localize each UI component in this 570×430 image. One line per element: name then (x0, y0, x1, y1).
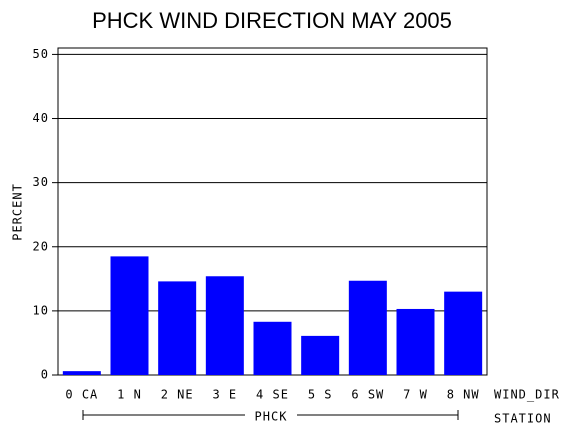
bar (158, 281, 197, 375)
bar (348, 280, 387, 375)
x-axis-label: WIND_DIR (494, 388, 560, 402)
bar (110, 256, 149, 375)
chart-title: PHCK WIND DIRECTION MAY 2005 (92, 8, 452, 33)
x-tick-label: 4 SE (256, 388, 289, 402)
x-tick-label: 1 N (117, 388, 142, 402)
x-tick-label: 6 SW (351, 388, 384, 402)
group-label: PHCK (255, 410, 288, 424)
bar (444, 291, 483, 375)
bar (205, 276, 244, 375)
group-axis-label: STATION (494, 412, 552, 426)
y-tick-label: 30 (33, 175, 49, 189)
x-tick-label: 3 E (212, 388, 237, 402)
bar (396, 308, 435, 375)
x-tick-label: 5 S (308, 388, 333, 402)
x-tick-label: 0 CA (65, 388, 98, 402)
y-tick-label: 0 (41, 368, 49, 382)
y-tick-label: 10 (33, 303, 49, 317)
x-tick-label: 2 NE (161, 388, 194, 402)
bar (301, 335, 340, 375)
bar (253, 321, 292, 375)
bar (62, 371, 101, 375)
y-tick-label: 50 (33, 47, 49, 61)
x-tick-label: 8 NW (447, 388, 480, 402)
group-bracket (82, 410, 459, 420)
y-tick-label: 40 (33, 111, 49, 125)
x-tick-label: 7 W (403, 388, 428, 402)
y-axis-label: PERCENT (11, 183, 25, 241)
y-tick-label: 20 (33, 239, 49, 253)
